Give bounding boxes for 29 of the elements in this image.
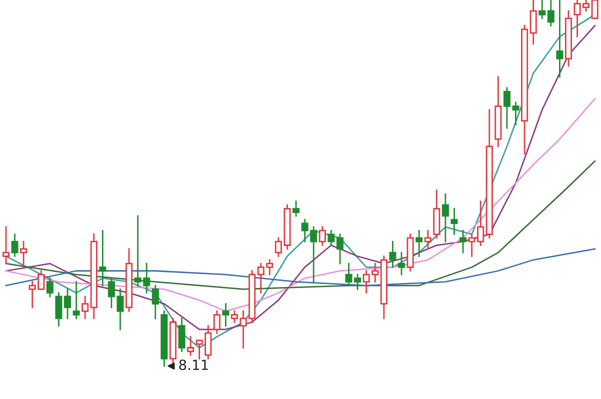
candlestick [152,284,159,320]
candlestick [318,226,326,246]
candlestick [82,296,89,320]
candlestick [222,303,230,326]
candlestick [328,230,335,246]
annotation: 8.11 [179,360,208,370]
candlestick [547,0,554,26]
candlestick [178,318,186,352]
candlestick [90,234,98,320]
candlestick [538,0,546,19]
candlestick [213,310,220,334]
candlestick [11,234,18,257]
candlestick [556,0,564,78]
candlestick [380,256,388,320]
candlestick [433,190,440,239]
candlestick [160,310,168,367]
candlestick [442,193,449,242]
candlestick [389,240,396,268]
candlestick [494,76,502,148]
candlestick [406,234,414,272]
candlestick [424,230,432,250]
candlestick [486,109,493,239]
candlestick [55,292,62,326]
candlestick [46,278,54,298]
candlestick [72,281,80,320]
candlestick [450,208,458,235]
candlestick [99,230,106,286]
candlestick [416,230,423,257]
candlestick [530,0,537,45]
